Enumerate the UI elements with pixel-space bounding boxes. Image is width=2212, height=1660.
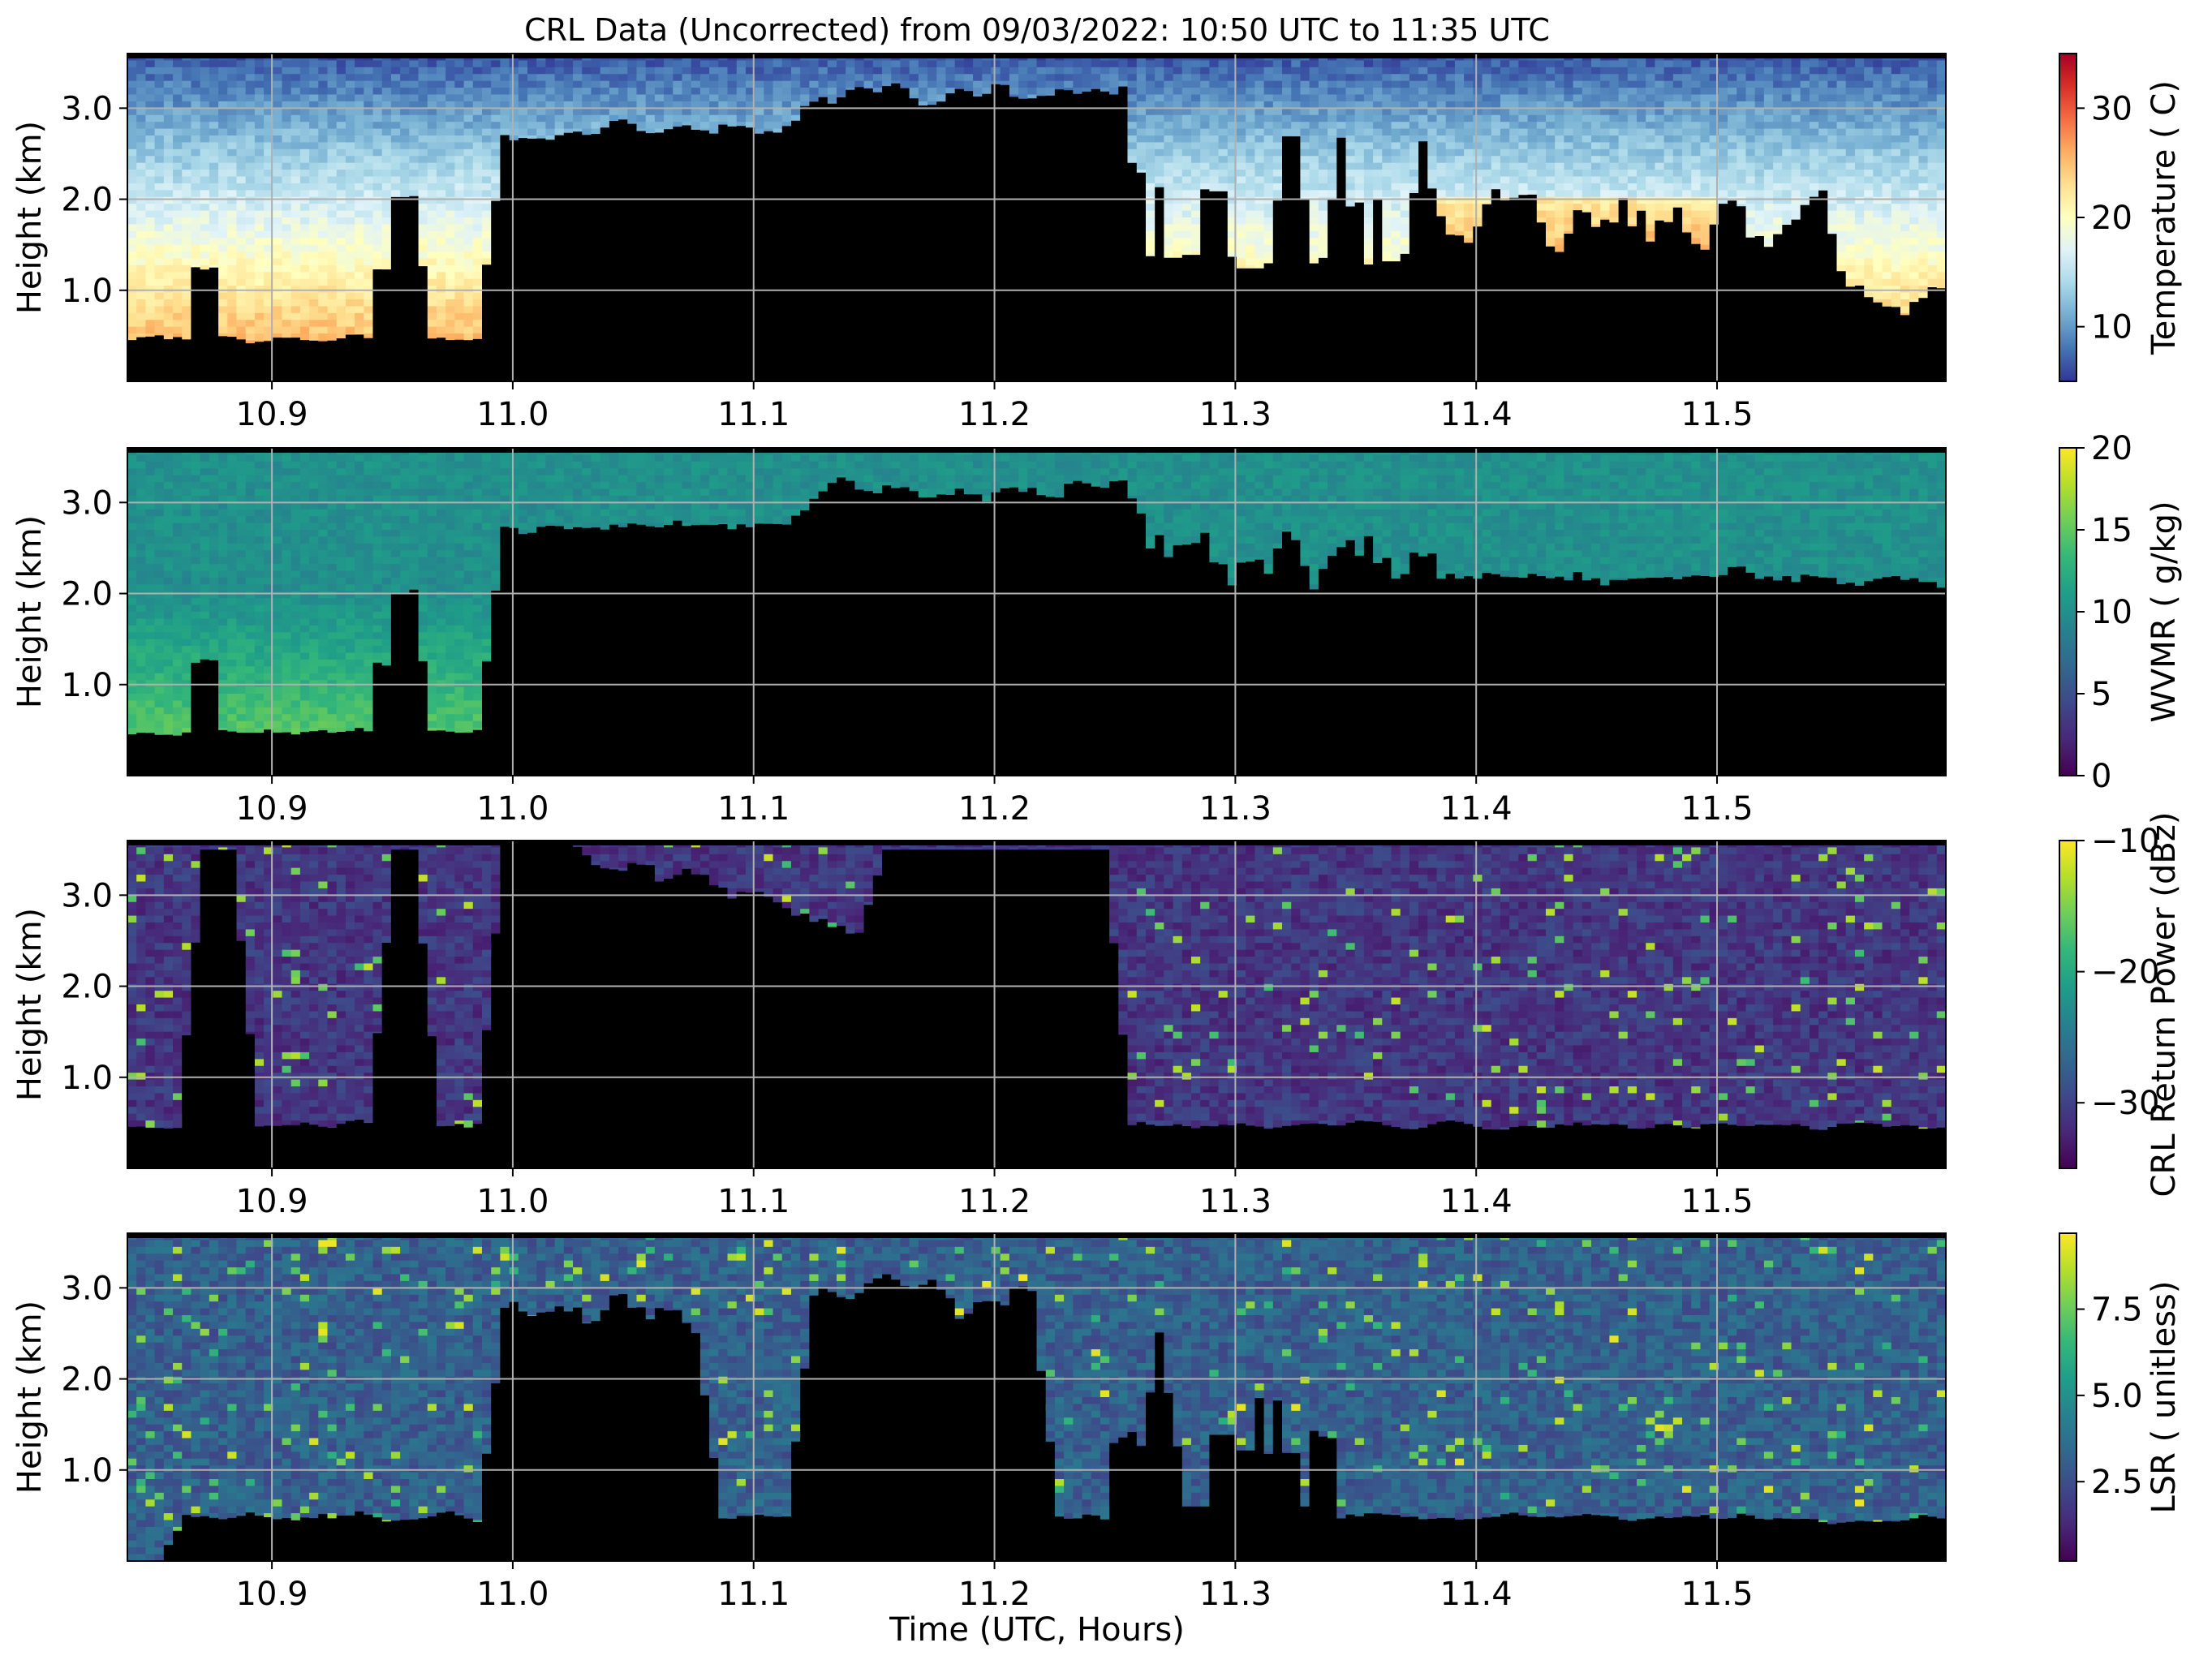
x-tick-label: 11.1 bbox=[717, 396, 790, 433]
y-tick-label: 3.0 bbox=[61, 1270, 113, 1307]
x-tick-label: 11.0 bbox=[476, 1183, 549, 1220]
x-tick-label: 11.4 bbox=[1440, 1183, 1513, 1220]
y-tick-label: 3.0 bbox=[61, 90, 113, 127]
colorbar: 2.5 5.0 7.5 LSR ( unitless) bbox=[2059, 1233, 2183, 1561]
x-tick-label: 11.4 bbox=[1440, 1576, 1513, 1613]
colorbar-tick-label: 0 bbox=[2091, 758, 2111, 795]
panels: 10.9 11.0 11.1 11.2 11.3 11.4 11.5 1.0 2.0 3.0 Hei… bbox=[11, 54, 2183, 1613]
x-tick-label: 11.3 bbox=[1199, 1576, 1272, 1613]
x-tick-label: 11.5 bbox=[1681, 790, 1753, 828]
colorbar: 10 20 30 Temperature ( C) bbox=[2059, 54, 2183, 381]
x-tick-label: 11.4 bbox=[1440, 396, 1513, 433]
colorbar: 0 5 10 15 20 WVMR ( g/kg) bbox=[2059, 430, 2183, 795]
x-tick-label: 10.9 bbox=[236, 790, 308, 828]
colorbar-tick-label: 20 bbox=[2091, 200, 2132, 237]
colorbar-label: WVMR ( g/kg) bbox=[2145, 501, 2183, 722]
y-tick-label: 2.0 bbox=[61, 1361, 113, 1399]
colorbar-tick-label: 2.5 bbox=[2091, 1464, 2143, 1501]
x-tick-label: 10.9 bbox=[236, 1576, 308, 1613]
x-tick-label: 10.9 bbox=[236, 396, 308, 433]
x-tick-label: 11.4 bbox=[1440, 790, 1513, 828]
y-tick-label: 3.0 bbox=[61, 484, 113, 522]
colorbar-tick-label: 10 bbox=[2091, 594, 2132, 631]
panel-4: 10.9 11.0 11.1 11.2 11.3 11.4 11.5 1.0 2.0 3.0 Hei… bbox=[11, 1233, 2183, 1613]
y-axis-label: Height (km) bbox=[11, 515, 49, 708]
colorbar-tick-label: 5 bbox=[2091, 676, 2111, 713]
x-tick-label: 11.5 bbox=[1681, 1576, 1753, 1613]
y-tick-label: 1.0 bbox=[61, 273, 113, 310]
x-tick-label: 11.1 bbox=[717, 1576, 790, 1613]
y-tick-label: 1.0 bbox=[61, 1452, 113, 1490]
x-tick-label: 10.9 bbox=[236, 1183, 308, 1220]
x-tick-label: 11.5 bbox=[1681, 1183, 1753, 1220]
y-tick-label: 2.0 bbox=[61, 576, 113, 613]
x-tick-label: 11.2 bbox=[958, 1576, 1031, 1613]
y-axis-label: Height (km) bbox=[11, 121, 49, 314]
figure-title: CRL Data (Uncorrected) from 09/03/2022: … bbox=[524, 12, 1550, 48]
colorbar-tick-label: 5.0 bbox=[2091, 1378, 2143, 1415]
y-tick-label: 1.0 bbox=[61, 667, 113, 704]
panel-2: 10.9 11.0 11.1 11.2 11.3 11.4 11.5 1.0 2.0 3.0 Hei… bbox=[11, 430, 2183, 828]
x-tick-label: 11.2 bbox=[958, 1183, 1031, 1220]
colorbar-tick-label: 7.5 bbox=[2091, 1292, 2143, 1329]
colorbar-tick-label: 10 bbox=[2091, 309, 2132, 346]
colorbar-label: CRL Return Power (dBz) bbox=[2145, 812, 2183, 1198]
x-tick-label: 11.2 bbox=[958, 790, 1031, 828]
x-tick-label: 11.1 bbox=[717, 790, 790, 828]
x-tick-label: 11.5 bbox=[1681, 396, 1753, 433]
x-tick-label: 11.3 bbox=[1199, 1183, 1272, 1220]
y-tick-label: 2.0 bbox=[61, 969, 113, 1006]
y-tick-label: 2.0 bbox=[61, 182, 113, 219]
x-tick-label: 11.1 bbox=[717, 1183, 790, 1220]
x-tick-label: 11.0 bbox=[476, 1576, 549, 1613]
x-tick-label: 11.0 bbox=[476, 790, 549, 828]
y-axis-label: Height (km) bbox=[11, 908, 49, 1101]
x-tick-label: 11.0 bbox=[476, 396, 549, 433]
y-tick-label: 3.0 bbox=[61, 877, 113, 914]
x-tick-label: 11.3 bbox=[1199, 396, 1272, 433]
x-tick-label: 11.3 bbox=[1199, 790, 1272, 828]
colorbar-tick-label: 30 bbox=[2091, 90, 2132, 127]
colorbar-label: Temperature ( C) bbox=[2145, 80, 2183, 355]
colorbar-label: LSR ( unitless) bbox=[2145, 1280, 2183, 1513]
y-tick-label: 1.0 bbox=[61, 1060, 113, 1097]
colorbar-tick-label: 20 bbox=[2091, 430, 2132, 467]
panel-3: 10.9 11.0 11.1 11.2 11.3 11.4 11.5 1.0 2.0 3.0 Hei… bbox=[11, 812, 2183, 1220]
x-tick-label: 11.2 bbox=[958, 396, 1031, 433]
x-axis-label: Time (UTC, Hours) bbox=[889, 1611, 1185, 1649]
colorbar-tick-label: 15 bbox=[2091, 512, 2132, 549]
panel-1: 10.9 11.0 11.1 11.2 11.3 11.4 11.5 1.0 2.0 3.0 Hei… bbox=[11, 54, 2183, 433]
y-axis-label: Height (km) bbox=[11, 1301, 49, 1494]
